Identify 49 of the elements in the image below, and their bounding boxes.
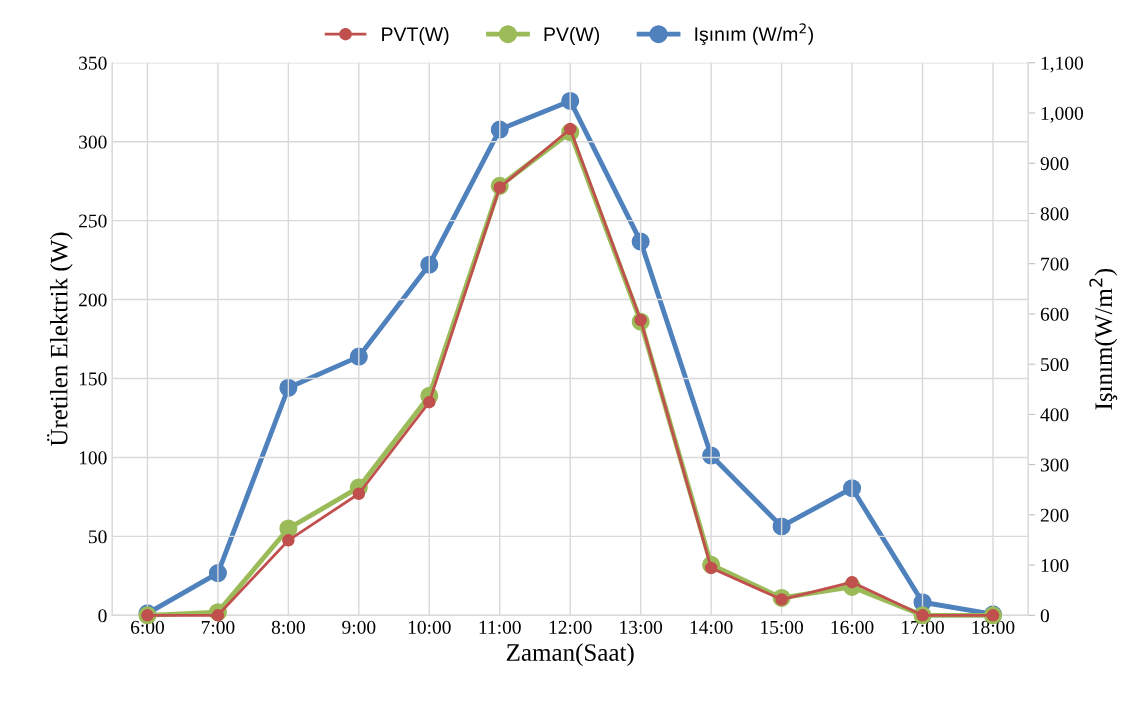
- point: [279, 378, 298, 397]
- y2-tick-label: 1,100: [1041, 56, 1084, 73]
- x-tick-label: 15:00: [761, 620, 803, 634]
- y-tick-label: 100: [79, 451, 107, 465]
- x-axis-title: Zaman(Saat): [506, 643, 634, 667]
- legend-label: Işınım (W/m$^{2}$): [695, 23, 813, 45]
- x-tick-label: 7:00: [201, 620, 235, 634]
- legend-label: PV(W): [544, 26, 600, 45]
- point: [352, 487, 366, 501]
- x-tick-label: 8:00: [271, 620, 305, 634]
- y2-tick-label: 700: [1041, 257, 1069, 271]
- x-tick-label: 6:00: [130, 620, 164, 634]
- y2-axis-title: Işınım(W/m$^{2}$): [1089, 268, 1118, 410]
- y-axis-title: Üretilen Elektrik (W): [47, 232, 73, 447]
- y2-tick-label: 500: [1041, 357, 1069, 372]
- x-tick-label: 9:00: [342, 620, 376, 634]
- y2-tick-label: 600: [1040, 307, 1069, 321]
- point: [423, 395, 436, 409]
- y2-tick-label: 300: [1040, 458, 1069, 472]
- y2-tick-label: 400: [1040, 408, 1069, 422]
- x-tick-label: 11:00: [479, 620, 521, 634]
- y-tick-label: 200: [79, 293, 107, 307]
- y2-tick-label: 0: [1040, 609, 1049, 623]
- y-tick-label: 150: [79, 372, 107, 386]
- point: [772, 517, 791, 536]
- point: [490, 120, 509, 139]
- x-tick-label: 14:00: [690, 620, 733, 634]
- x-tick-label: 16:00: [831, 620, 874, 634]
- point: [282, 534, 295, 547]
- y-tick-label: 50: [89, 530, 107, 544]
- y-tick-label: 250: [79, 214, 107, 228]
- point: [420, 255, 439, 274]
- point: [845, 575, 859, 589]
- y-tick-label: 300: [79, 135, 107, 149]
- x-tick-label: 10:00: [408, 620, 451, 634]
- y2-tick-label: 900: [1040, 157, 1069, 171]
- y2-tick-label: 100: [1041, 558, 1069, 573]
- x-tick-label: 12:00: [549, 620, 592, 634]
- x-tick-label: 18:00: [972, 620, 1015, 634]
- point: [631, 232, 650, 251]
- x-tick-label: 17:00: [902, 620, 944, 634]
- legend-label: PVT(W): [382, 26, 449, 45]
- y-tick-label: 350: [79, 56, 107, 70]
- x-tick-label: 13:00: [620, 620, 663, 634]
- y2-tick-label: 800: [1040, 207, 1069, 221]
- y2-tick-label: 200: [1040, 508, 1069, 522]
- point: [561, 91, 580, 110]
- y2-tick-label: 1,000: [1041, 106, 1084, 123]
- y-tick-label: 0: [98, 609, 107, 623]
